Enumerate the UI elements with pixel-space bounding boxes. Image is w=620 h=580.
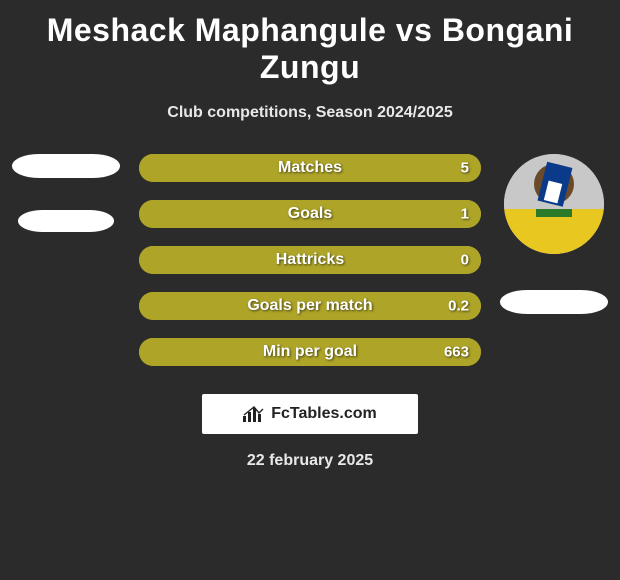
brand-text: FcTables.com <box>271 405 377 423</box>
stat-bars: Matches 5 Goals 1 Hattricks 0 Goals per match 0… <box>139 154 481 366</box>
bar-right-value: 0 <box>461 252 469 269</box>
stat-bar: Min per goal 663 <box>139 338 481 366</box>
left-avatar-placeholder-1 <box>12 154 120 178</box>
stat-bar: Matches 5 <box>139 154 481 182</box>
date-text: 22 february 2025 <box>0 452 620 470</box>
bar-label: Goals per match <box>247 297 372 315</box>
bar-label: Min per goal <box>263 343 357 361</box>
bar-right-value: 1 <box>461 206 469 223</box>
stat-bar: Hattricks 0 <box>139 246 481 274</box>
brand-chart-icon <box>243 406 265 422</box>
bar-label: Matches <box>278 159 342 177</box>
avatar-icon <box>504 154 604 254</box>
subtitle: Club competitions, Season 2024/2025 <box>0 104 620 122</box>
stat-bar: Goals 1 <box>139 200 481 228</box>
comparison-main: Matches 5 Goals 1 Hattricks 0 Goals per match 0… <box>0 154 620 366</box>
bar-label: Hattricks <box>276 251 344 269</box>
page-title: Meshack Maphangule vs Bongani Zungu <box>0 0 620 86</box>
bar-right-value: 0.2 <box>448 298 469 315</box>
bar-label: Goals <box>288 205 332 223</box>
bar-right-value: 5 <box>461 160 469 177</box>
left-avatar-placeholder-2 <box>18 210 114 232</box>
brand-badge: FcTables.com <box>202 394 418 434</box>
right-avatar-placeholder <box>500 290 608 314</box>
stat-bar: Goals per match 0.2 <box>139 292 481 320</box>
right-player-column <box>494 154 614 346</box>
right-player-avatar <box>504 154 604 254</box>
bar-right-value: 663 <box>444 344 469 361</box>
left-player-column <box>6 154 126 264</box>
